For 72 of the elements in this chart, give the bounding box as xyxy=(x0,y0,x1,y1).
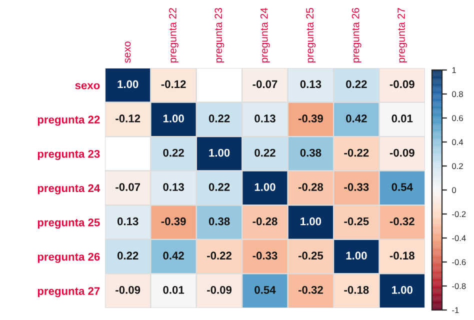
color-bar-label: 0.6 xyxy=(452,115,463,122)
data-label: 0.13 xyxy=(117,217,138,226)
data-label: 0.22 xyxy=(346,80,367,88)
data-label: 0.38 xyxy=(208,217,230,226)
color-bar-label: 1 xyxy=(452,67,456,74)
data-label: 0.22 xyxy=(208,183,230,191)
data-label: 1.00 xyxy=(254,183,276,191)
data-label: 0.01 xyxy=(163,286,184,294)
y-tick-label: pregunta 26 xyxy=(38,252,100,263)
data-label: -0.09 xyxy=(390,80,414,88)
color-bar-label: -0.6 xyxy=(452,259,466,266)
y-tick-label: pregunta 27 xyxy=(38,287,100,298)
data-label: 0.22 xyxy=(254,148,276,157)
data-label: -0.07 xyxy=(116,183,140,191)
color-bar-label: 0.2 xyxy=(452,163,463,170)
data-label: 0.13 xyxy=(300,80,322,88)
data-label: -0.12 xyxy=(161,80,186,88)
color-bar-label: -0.8 xyxy=(452,283,466,290)
data-label: -0.28 xyxy=(298,183,324,191)
data-label: -0.33 xyxy=(344,183,369,191)
data-label: 1.00 xyxy=(163,114,184,122)
data-label: -0.12 xyxy=(116,114,140,122)
data-label: -0.09 xyxy=(390,148,414,157)
data-label: -0.28 xyxy=(252,217,278,226)
data-label: 0.13 xyxy=(254,114,276,122)
data-label: 0.54 xyxy=(392,183,413,191)
data-label: 0.42 xyxy=(346,114,367,122)
data-label: 1.00 xyxy=(209,148,230,157)
color-bar-label: -0.2 xyxy=(452,211,466,218)
data-label: -0.25 xyxy=(298,252,324,260)
data-label: -0.25 xyxy=(344,217,369,226)
data-label: 1.00 xyxy=(118,80,138,88)
data-label: 0.01 xyxy=(392,114,413,122)
data-label: -0.39 xyxy=(298,114,323,122)
data-label: -0.09 xyxy=(116,286,140,294)
x-tick-label: pregunta 22 xyxy=(168,8,178,62)
color-bar-label: 0.8 xyxy=(452,91,463,98)
x-tick-label: pregunta 26 xyxy=(352,8,362,62)
color-bar-label: 0 xyxy=(452,187,456,194)
color-bar-label: 0.4 xyxy=(452,139,464,146)
data-label: -0.39 xyxy=(161,217,186,226)
data-label: -0.22 xyxy=(344,148,369,157)
y-tick-label: sexo xyxy=(75,83,100,90)
data-label: 0.38 xyxy=(300,148,322,157)
data-label: 0.42 xyxy=(163,252,184,260)
y-tick-label: pregunta 24 xyxy=(38,184,100,194)
y-tick-label: pregunta 23 xyxy=(38,150,100,160)
data-label: -0.32 xyxy=(298,286,323,294)
data-label: -0.22 xyxy=(207,252,232,260)
x-tick-label: sexo xyxy=(124,42,131,63)
data-label: 0.54 xyxy=(254,286,276,294)
y-tick-label: pregunta 25 xyxy=(38,218,100,229)
x-tick-label: pregunta 24 xyxy=(260,8,270,62)
data-label: -0.09 xyxy=(207,286,232,294)
data-label: 0.22 xyxy=(208,114,230,122)
color-bar-label: -1 xyxy=(452,307,459,314)
data-label: -0.18 xyxy=(390,252,414,260)
x-tick-label: pregunta 25 xyxy=(306,8,316,62)
data-label: 0.13 xyxy=(163,183,184,191)
data-label: -0.32 xyxy=(390,217,414,226)
data-label: 0.22 xyxy=(117,252,138,260)
y-tick-label: pregunta 22 xyxy=(38,116,100,126)
data-label: 1.00 xyxy=(300,217,322,226)
data-label: -0.18 xyxy=(344,286,369,294)
data-label: 1.00 xyxy=(346,252,367,260)
x-tick-label: pregunta 27 xyxy=(398,8,407,62)
data-label: 1.00 xyxy=(392,286,412,294)
x-tick-label: pregunta 23 xyxy=(214,8,224,62)
data-label: -0.33 xyxy=(252,252,278,260)
data-label: -0.07 xyxy=(252,80,278,88)
data-label: 0.22 xyxy=(163,148,184,157)
color-bar-label: -0.4 xyxy=(452,235,466,242)
